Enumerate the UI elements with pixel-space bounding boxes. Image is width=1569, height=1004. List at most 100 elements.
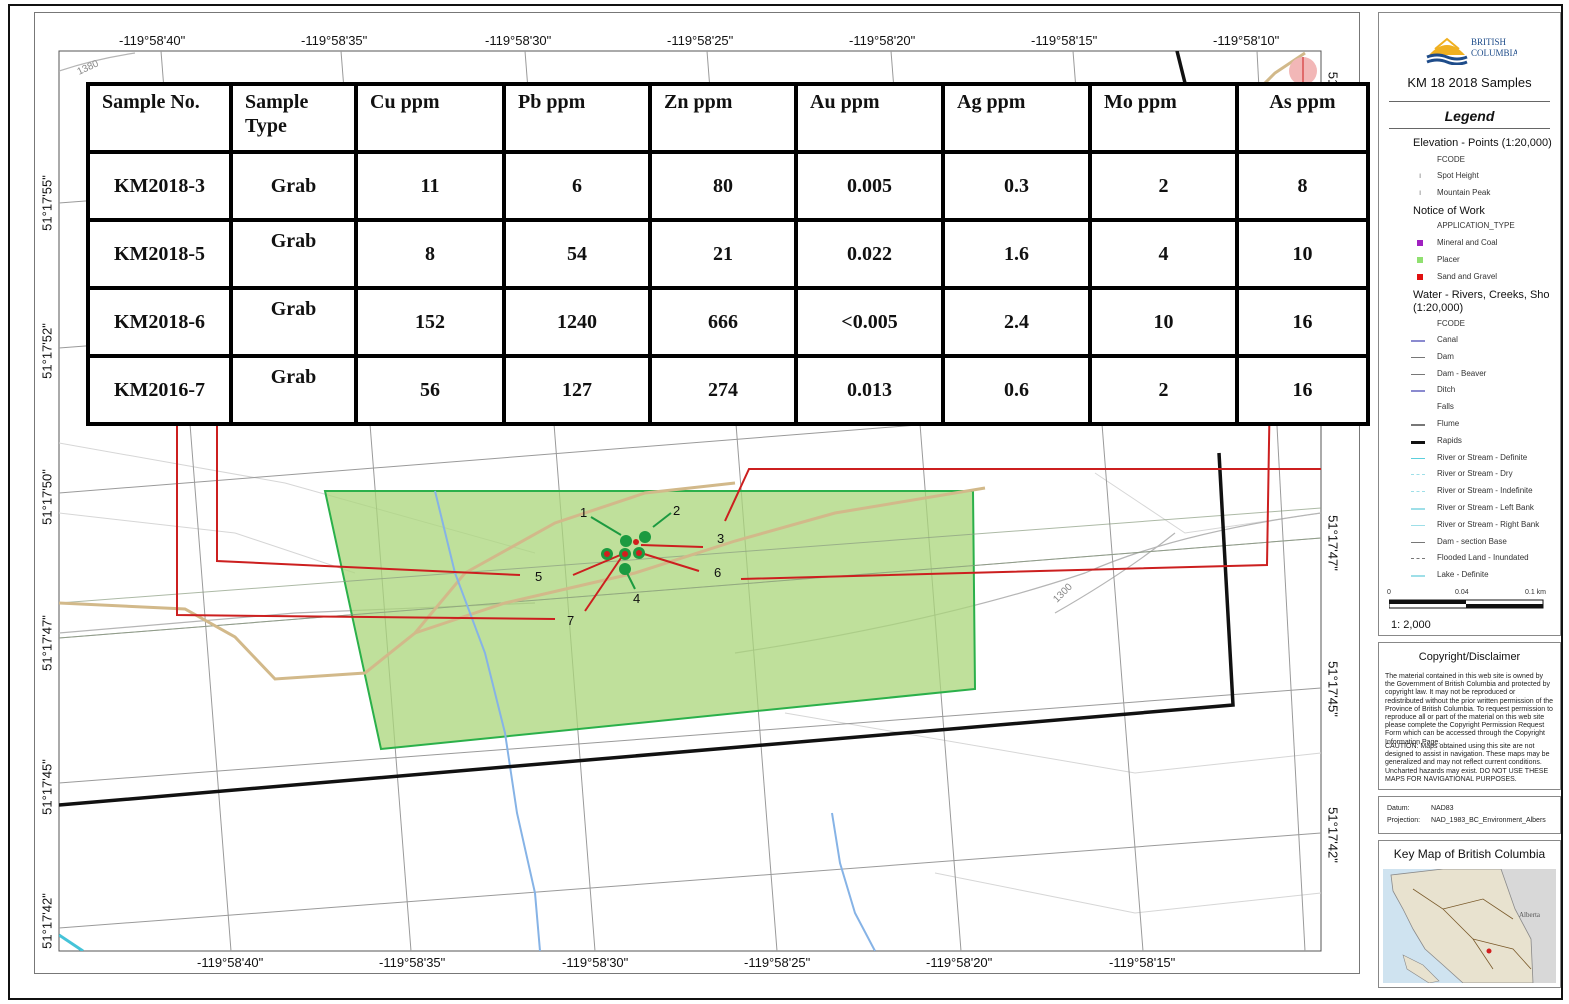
top-longitude-label: -119°58'15" bbox=[1031, 33, 1098, 48]
cell-pb: 6 bbox=[502, 150, 652, 222]
legend-item: River or Stream - Definite bbox=[1437, 452, 1528, 462]
cell-type: Grab bbox=[229, 354, 358, 426]
site-label-4: 4 bbox=[633, 591, 641, 606]
header-au: Au ppm bbox=[794, 82, 945, 154]
copyright-title: Copyright/Disclaimer bbox=[1418, 651, 1521, 663]
cell-sample-no: KM2016-7 bbox=[86, 354, 233, 426]
legend-item: River or Stream - Right Bank bbox=[1437, 519, 1540, 529]
cell-zn: 80 bbox=[648, 150, 798, 222]
site-label-2: 2 bbox=[673, 503, 681, 518]
water-line-icon bbox=[1411, 524, 1425, 527]
legend-field: APPLICATION_TYPE bbox=[1437, 221, 1515, 230]
cell-as: 8 bbox=[1235, 150, 1370, 222]
scale-ratio: 1: 2,000 bbox=[1391, 619, 1431, 631]
mountain-peak-icon: ı bbox=[1419, 188, 1422, 197]
water-line-icon bbox=[1411, 474, 1425, 476]
header-zn: Zn ppm bbox=[648, 82, 798, 154]
top-longitude-label: -119°58'20" bbox=[849, 33, 916, 48]
cell-type: Grab bbox=[229, 286, 358, 358]
top-longitude-label: -119°58'30" bbox=[485, 33, 552, 48]
legend-item: Flume bbox=[1437, 419, 1460, 428]
legend-item: Spot Height bbox=[1437, 171, 1479, 180]
spot-height-icon: ı bbox=[1419, 171, 1422, 180]
legend-item: Falls bbox=[1437, 402, 1454, 412]
cell-sample-no: KM2018-5 bbox=[86, 218, 233, 290]
keymap-panel: Key Map of British Columbia Alberta bbox=[1378, 840, 1561, 988]
sample-results-table: Sample No. Sample Type Cu ppm Pb ppm Zn … bbox=[86, 82, 1370, 426]
table-row: KM2018-3 Grab 11 6 80 0.005 0.3 2 8 bbox=[86, 150, 1370, 222]
sand-square-icon bbox=[1417, 274, 1423, 280]
alberta-label: Alberta bbox=[1519, 911, 1541, 919]
scale-zero: 0 bbox=[1387, 589, 1391, 596]
site-label-1: 1 bbox=[580, 505, 588, 520]
legend-item: Sand and Gravel bbox=[1437, 272, 1498, 281]
cell-au: 0.005 bbox=[794, 150, 945, 222]
water-line-icon bbox=[1411, 340, 1425, 342]
cell-au: 0.013 bbox=[794, 354, 945, 426]
keymap-title: Key Map of British Columbia bbox=[1393, 847, 1546, 861]
cell-pb: 127 bbox=[502, 354, 652, 426]
header-sample-no: Sample No. bbox=[86, 82, 233, 154]
water-line-icon bbox=[1411, 491, 1425, 493]
cell-as: 10 bbox=[1235, 218, 1370, 290]
sample-point bbox=[620, 535, 632, 547]
cell-ag: 0.3 bbox=[941, 150, 1092, 222]
datum-value: NAD83 bbox=[1431, 805, 1454, 812]
cell-ag: 0.6 bbox=[941, 354, 1092, 426]
cell-cu: 8 bbox=[354, 218, 506, 290]
cell-cu: 152 bbox=[354, 286, 506, 358]
legend-item: Flooded Land - Inundated bbox=[1437, 553, 1529, 563]
alberta-region bbox=[1501, 869, 1556, 983]
water-line-icon bbox=[1411, 356, 1425, 359]
water-line-icon bbox=[1411, 541, 1425, 544]
legend-item: Canal bbox=[1437, 335, 1458, 344]
bc-region bbox=[1390, 869, 1534, 983]
left-latitude-label: 51°17'50" bbox=[39, 469, 55, 525]
top-longitude-label: -119°58'25" bbox=[667, 33, 734, 48]
cell-au: 0.022 bbox=[794, 218, 945, 290]
cell-mo: 2 bbox=[1088, 354, 1239, 426]
legend-water-title: Water - Rivers, Creeks, Sho bbox=[1413, 289, 1550, 301]
site-label-7: 7 bbox=[567, 613, 575, 628]
cell-mo: 4 bbox=[1088, 218, 1239, 290]
caution-text: CAUTION: Maps obtained using this site a… bbox=[1385, 743, 1550, 783]
table-header-row: Sample No. Sample Type Cu ppm Pb ppm Zn … bbox=[86, 82, 1370, 154]
sample-points bbox=[601, 531, 651, 575]
svg-text:COLUMBIA: COLUMBIA bbox=[1471, 48, 1517, 58]
legend-item: Mineral and Coal bbox=[1437, 238, 1498, 247]
site-label-3: 3 bbox=[717, 531, 725, 546]
header-mo: Mo ppm bbox=[1088, 82, 1239, 154]
water-line-icon bbox=[1411, 440, 1425, 444]
left-latitude-label: 51°17'52" bbox=[39, 323, 55, 379]
legend-panel: BRITISH COLUMBIA KM 18 2018 Samples Lege… bbox=[1378, 12, 1561, 636]
water-line-icon bbox=[1411, 373, 1425, 376]
legend-heading: Legend bbox=[1389, 101, 1550, 129]
bc-logo-icon: BRITISH COLUMBIA bbox=[1426, 37, 1517, 65]
cell-au: <0.005 bbox=[794, 286, 945, 358]
water-line-icon bbox=[1411, 457, 1425, 460]
header-as: As ppm bbox=[1235, 82, 1370, 154]
cell-as: 16 bbox=[1235, 286, 1370, 358]
scale-end: 0.1 km bbox=[1525, 589, 1547, 596]
bottom-longitude-label: -119°58'20" bbox=[926, 955, 993, 970]
cell-zn: 21 bbox=[648, 218, 798, 290]
left-latitude-label: 51°17'55" bbox=[39, 175, 55, 231]
water-line-icon bbox=[1411, 575, 1425, 577]
legend-item: Ditch bbox=[1437, 385, 1456, 395]
water-line-icon bbox=[1411, 390, 1425, 392]
legend-item: River or Stream - Left Bank bbox=[1437, 503, 1534, 512]
header-pb: Pb ppm bbox=[502, 82, 652, 154]
legend-elevation-title: Elevation - Points (1:20,000) bbox=[1413, 137, 1552, 149]
bc-keymap[interactable]: Alberta bbox=[1383, 869, 1556, 983]
placer-square-icon bbox=[1417, 257, 1423, 263]
header-cu: Cu ppm bbox=[354, 82, 506, 154]
top-longitude-label: -119°58'40" bbox=[119, 33, 186, 48]
right-latitude-label: 51°17'47" bbox=[1325, 515, 1341, 571]
table-row: KM2018-6 Grab 152 1240 666 <0.005 2.4 10… bbox=[86, 286, 1370, 358]
location-marker-icon bbox=[1486, 948, 1492, 954]
legend-item: Lake - Definite bbox=[1437, 570, 1489, 580]
stream-lines bbox=[434, 490, 876, 951]
site-label-6: 6 bbox=[714, 565, 722, 580]
north-arrow-icon bbox=[1289, 57, 1317, 85]
top-longitude-label: -119°58'35" bbox=[301, 33, 368, 48]
